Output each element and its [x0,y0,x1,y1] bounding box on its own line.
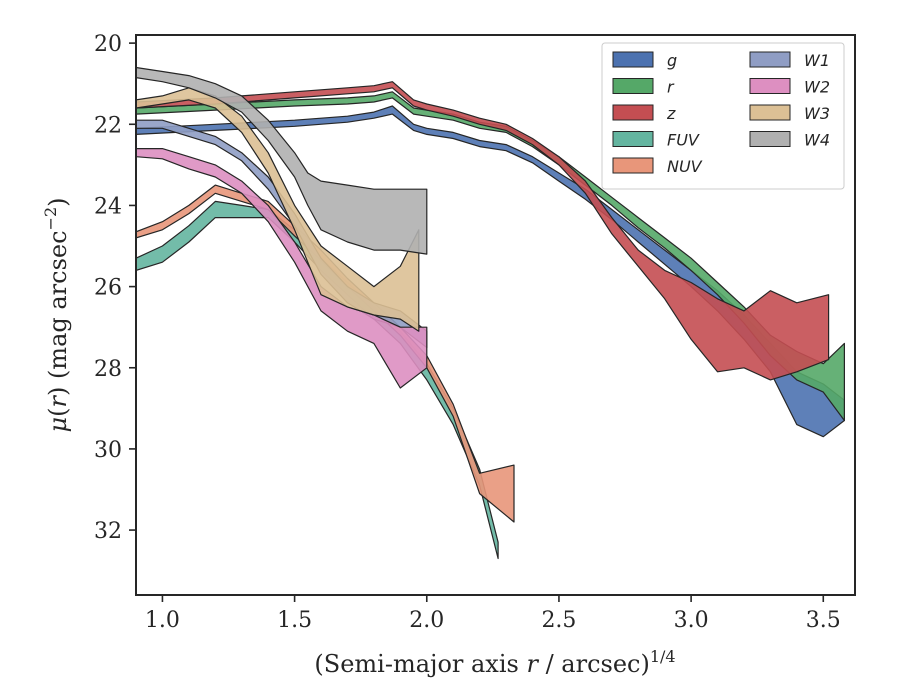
x-tick-label: 2.0 [409,608,444,633]
legend-item-w1: W1 [749,51,830,70]
x-axis-label: (Semi-major axis r / arcsec)1/4 [314,647,675,678]
x-tick-label: 2.5 [541,608,576,633]
legend-item-g: g [612,51,677,70]
x-axis: 1.0 1.5 2.0 2.5 3.0 3.5 [145,595,841,633]
legend-swatch [749,131,791,147]
legend-label: g [667,51,677,70]
legend-label: NUV [667,157,703,176]
legend-item-r: r [612,78,675,97]
band-w2 [136,148,428,389]
y-tick-label: 26 [94,276,122,301]
x-tick-label: 1.0 [145,608,180,633]
legend-item-nuv: NUV [612,157,703,176]
legend-label: W3 [804,104,830,123]
x-tick-label: 3.0 [674,608,709,633]
surface-brightness-bands [136,66,845,560]
y-tick-label: 30 [94,438,122,463]
legend-item-fuv: FUV [612,131,700,150]
y-tick-label: 28 [94,357,122,382]
x-tick-label: 1.5 [277,608,312,633]
y-tick-label: 20 [94,32,122,57]
y-tick-label: 22 [94,113,122,138]
legend-swatch [612,131,654,147]
legend-swatch [612,157,654,174]
legend-label: W2 [804,78,830,97]
legend-label: r [667,78,675,97]
legend-swatch [749,51,791,68]
y-axis: 20 22 24 26 28 30 32 [94,32,136,544]
legend-label: FUV [667,131,700,150]
legend: grz FUV NUV W1 W2 W3 W4 [601,42,845,190]
legend-swatch [749,78,791,94]
legend-swatch [612,78,654,94]
band-w3 [136,87,420,332]
plot-frame [135,34,856,596]
legend-swatch [612,104,654,121]
legend-label: z [666,104,676,123]
legend-label: W1 [804,51,830,70]
legend-item-w3: W3 [749,104,830,123]
legend-item-w4: W4 [749,131,830,150]
band-nuv [136,184,515,523]
legend-swatch [749,104,791,121]
legend-swatch [612,51,654,68]
y-axis-label: μ(r) (mag arcsec−2) [41,197,72,432]
legend-item-z: z [612,104,676,123]
y-tick-label: 24 [94,194,122,219]
y-tick-label: 32 [94,519,122,544]
legend-label: W4 [804,131,830,150]
band-w4 [136,66,428,255]
x-tick-label: 3.5 [806,608,841,633]
band-z [136,81,830,381]
legend-item-w2: W2 [749,78,830,97]
